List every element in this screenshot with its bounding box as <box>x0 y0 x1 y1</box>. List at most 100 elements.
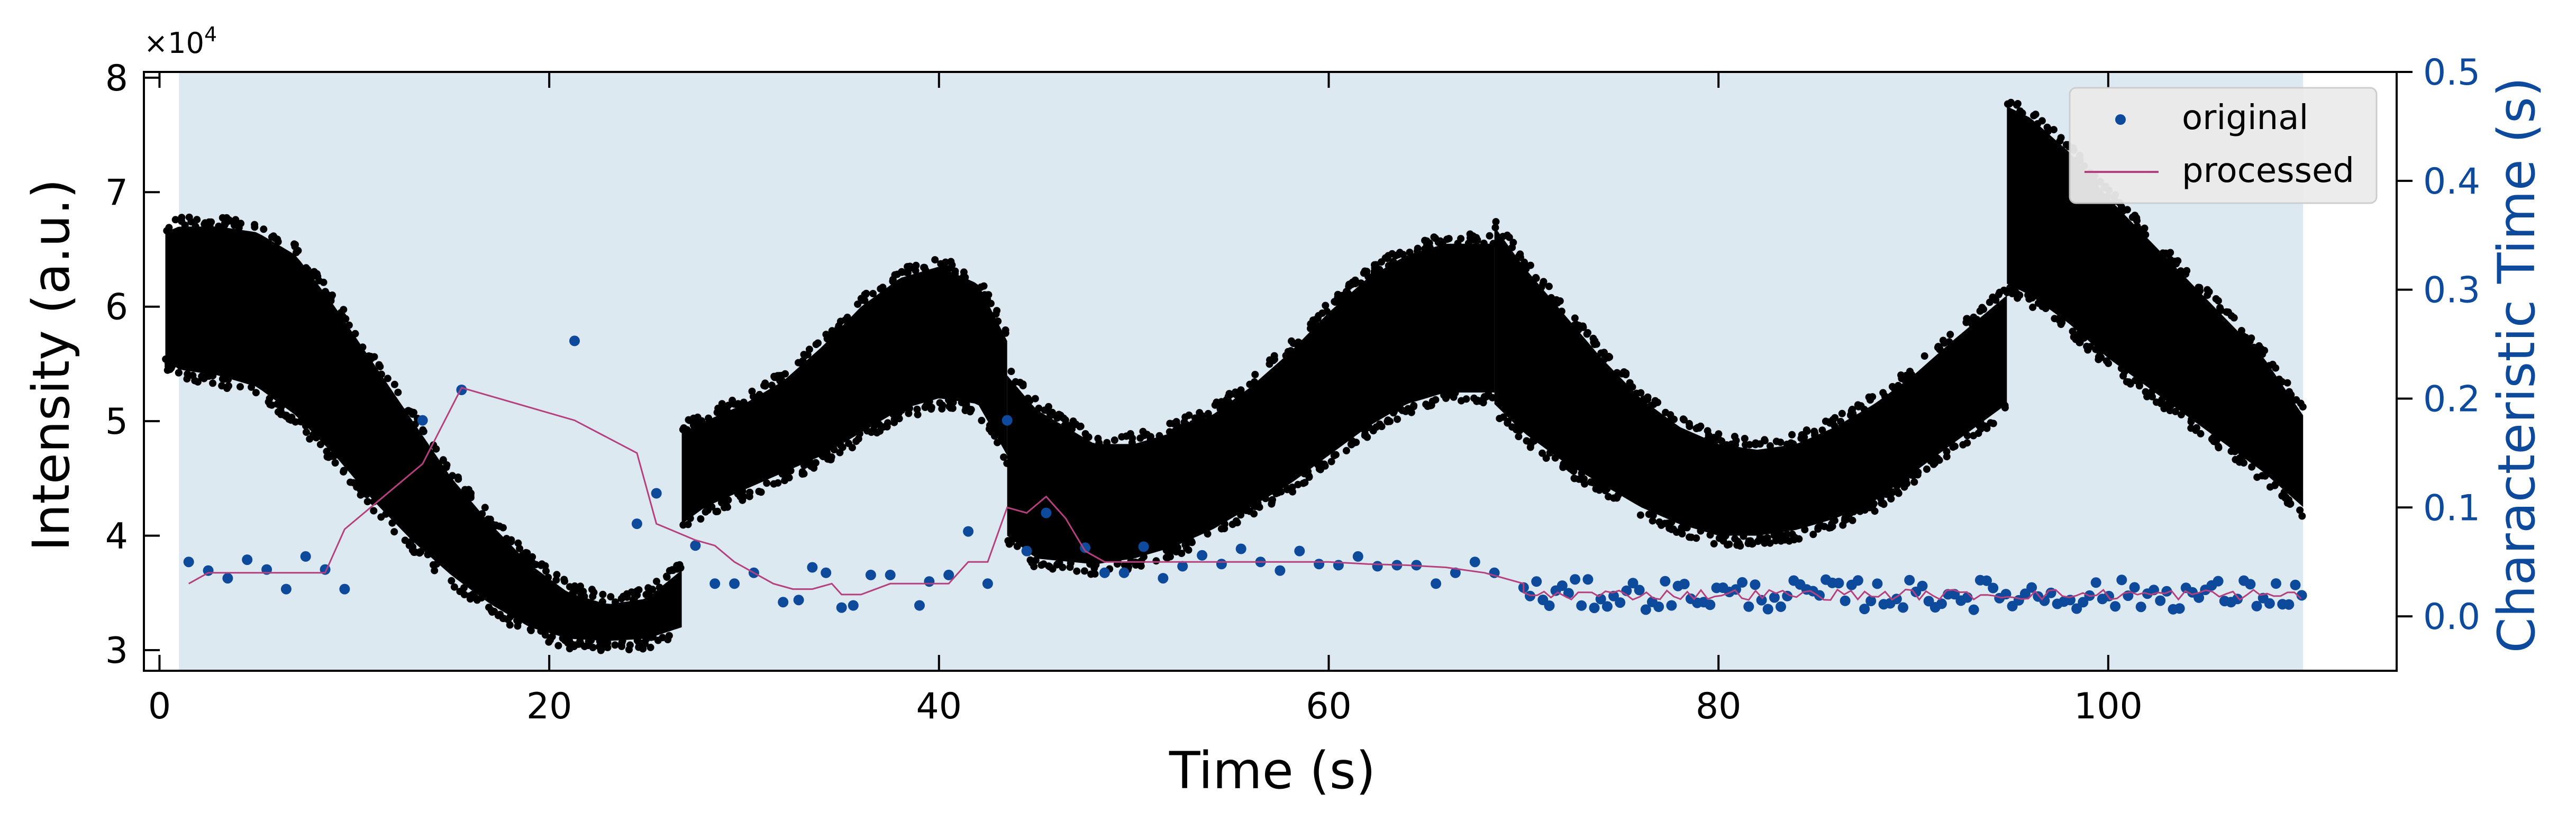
original-point <box>1859 604 1870 615</box>
intensity-point <box>925 398 933 405</box>
intensity-point <box>2050 126 2058 134</box>
intensity-point <box>1723 441 1731 449</box>
intensity-point <box>303 428 310 436</box>
intensity-point <box>347 478 354 486</box>
original-point <box>1898 602 1908 613</box>
intensity-point <box>1327 458 1335 466</box>
intensity-point <box>454 475 462 483</box>
intensity-point <box>1492 218 1500 226</box>
intensity-point <box>236 383 244 391</box>
original-point <box>1705 599 1716 610</box>
intensity-point <box>1295 339 1303 346</box>
intensity-point <box>1092 561 1100 569</box>
intensity-point <box>1191 414 1199 422</box>
intensity-point <box>761 382 769 390</box>
intensity-point <box>647 643 654 651</box>
x-tick-label: 40 <box>916 686 962 727</box>
intensity-point <box>1451 389 1459 397</box>
intensity-point <box>2014 294 2022 302</box>
intensity-point <box>544 573 552 581</box>
intensity-point <box>825 332 833 340</box>
original-point <box>1756 595 1767 606</box>
intensity-point <box>712 508 720 516</box>
intensity-point <box>1685 419 1693 427</box>
intensity-point <box>2125 378 2133 386</box>
original-point <box>709 578 721 589</box>
original-point <box>821 567 832 578</box>
legend-processed-label: processed <box>2182 151 2354 190</box>
intensity-point <box>409 410 417 418</box>
intensity-point <box>1560 460 1568 468</box>
x-tick-label: 60 <box>1306 686 1352 727</box>
intensity-point <box>1166 553 1174 561</box>
original-point <box>2290 579 2301 590</box>
intensity-point <box>724 496 732 504</box>
intensity-point <box>486 515 494 523</box>
intensity-point <box>980 282 988 290</box>
intensity-point <box>506 621 514 629</box>
original-point <box>2251 600 2262 612</box>
intensity-point <box>1843 515 1851 523</box>
intensity-point <box>2278 378 2286 386</box>
intensity-point <box>1515 433 1523 441</box>
intensity-point <box>1760 535 1768 543</box>
intensity-point <box>1037 561 1045 569</box>
intensity-point <box>388 519 396 527</box>
intensity-point <box>623 593 631 601</box>
original-point <box>2116 574 2127 586</box>
intensity-point <box>403 408 411 416</box>
intensity-point <box>1761 436 1769 444</box>
intensity-point <box>836 317 844 325</box>
x-tick-label: 20 <box>526 686 572 727</box>
intensity-point <box>552 576 560 584</box>
intensity-point <box>732 400 740 408</box>
original-point <box>1158 573 1169 584</box>
intensity-point <box>2058 318 2066 326</box>
intensity-point <box>1480 393 1488 400</box>
intensity-point <box>1923 465 1931 473</box>
intensity-point <box>1987 419 1995 427</box>
intensity-point <box>1706 531 1714 539</box>
intensity-point <box>363 498 371 506</box>
intensity-point <box>1421 245 1428 253</box>
intensity-point <box>1898 479 1906 487</box>
intensity-point <box>1421 236 1429 244</box>
intensity-point <box>1364 272 1372 280</box>
intensity-point <box>2217 306 2225 314</box>
intensity-point <box>774 479 782 487</box>
intensity-point <box>1369 427 1377 435</box>
intensity-point <box>1082 432 1090 440</box>
intensity-point <box>315 277 323 285</box>
intensity-point <box>2141 224 2149 232</box>
intensity-point <box>1578 476 1586 484</box>
intensity-point <box>2210 437 2218 445</box>
intensity-point <box>302 422 310 430</box>
intensity-point <box>162 355 170 363</box>
intensity-point <box>553 571 561 579</box>
intensity-point <box>590 588 598 596</box>
original-point <box>2213 576 2224 587</box>
intensity-point <box>316 441 324 449</box>
intensity-point <box>2003 288 2011 296</box>
intensity-point <box>611 641 619 649</box>
intensity-point <box>680 424 688 432</box>
intensity-point <box>538 560 546 568</box>
intensity-point <box>686 416 694 424</box>
intensity-point <box>1740 532 1747 540</box>
intensity-point <box>2242 335 2250 343</box>
intensity-point <box>1828 418 1836 426</box>
intensity-point <box>1595 486 1603 494</box>
intensity-envelope <box>165 226 682 641</box>
legend-box <box>2069 87 2378 204</box>
intensity-point <box>755 390 763 398</box>
intensity-point <box>1026 556 1034 564</box>
intensity-point <box>416 549 423 557</box>
intensity-point <box>467 489 475 497</box>
intensity-segment <box>1491 218 2009 550</box>
original-point <box>848 600 859 611</box>
original-point <box>1660 576 1671 587</box>
intensity-point <box>877 285 885 293</box>
intensity-point <box>1284 485 1291 492</box>
intensity-point <box>1350 439 1358 446</box>
intensity-point <box>1389 409 1397 417</box>
